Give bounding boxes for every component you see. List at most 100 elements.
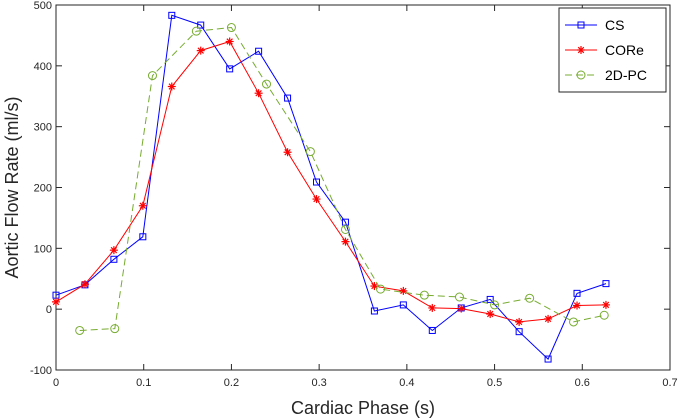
y-tick-label: 500 [34, 0, 52, 12]
series-line [79, 26, 605, 331]
data-point [599, 310, 609, 320]
x-axis-label: Cardiac Phase (s) [291, 398, 435, 418]
data-point [486, 310, 495, 319]
x-tick-label: 0.2 [224, 377, 239, 389]
data-point [52, 297, 60, 306]
marker-stroke [81, 281, 89, 288]
data-point [577, 21, 585, 29]
marker-stroke [429, 304, 436, 312]
axes: 0 0.1 0.2 0.3 0.4 0.5 0.6 0.7-10001002003004005… [30, 0, 678, 389]
data-point [225, 37, 234, 46]
data-point [75, 325, 85, 335]
data-point [283, 148, 292, 157]
y-axis-label: Aortic Flow Rate (ml/s) [2, 96, 22, 278]
data-point [602, 280, 610, 288]
marker-stroke [284, 148, 291, 156]
data-point [577, 46, 585, 54]
marker-stroke [52, 298, 60, 306]
series-line [55, 14, 607, 360]
marker-stroke [342, 238, 349, 245]
marker-stroke [139, 202, 147, 209]
data-point [255, 47, 263, 55]
data-point [191, 26, 201, 36]
y-tick-label: -100 [30, 365, 52, 377]
x-tick-label: 0.7 [662, 377, 677, 389]
data-point [254, 89, 263, 98]
legend-item: CORe [565, 42, 644, 58]
data-point [167, 82, 176, 91]
data-point [340, 224, 350, 234]
data-point [569, 317, 579, 327]
marker-stroke [515, 318, 523, 326]
marker-stroke [371, 282, 378, 290]
data-point [110, 255, 118, 263]
data-point [284, 94, 292, 102]
x-tick-label: 0.6 [575, 377, 590, 389]
data-point [576, 70, 586, 80]
x-tick-label: 0 [53, 377, 59, 389]
data-point [515, 317, 524, 326]
data-point [419, 290, 429, 300]
data-point [341, 237, 350, 246]
y-tick-label: 100 [34, 243, 52, 255]
data-point [457, 304, 466, 313]
data-point [515, 328, 523, 336]
marker-stroke [168, 83, 176, 90]
marker-stroke [313, 195, 320, 203]
legend-label: CORe [605, 42, 644, 58]
data-point [601, 300, 610, 309]
legend-label: CS [605, 17, 624, 33]
data-point [226, 23, 236, 33]
marker-stroke [226, 38, 233, 45]
marker-stroke [110, 246, 118, 254]
data-point [486, 295, 494, 303]
marker-stroke [255, 89, 262, 97]
x-tick-label: 0.4 [399, 377, 414, 389]
data-point [454, 292, 464, 302]
y-tick-label: 300 [34, 122, 52, 134]
series-2d-pc [75, 23, 609, 335]
data-point [376, 284, 386, 294]
data-point [573, 289, 581, 297]
data-point [428, 326, 436, 334]
legend-item: CS [565, 17, 624, 33]
series-core [52, 37, 610, 326]
data-point [138, 201, 147, 210]
data-point [139, 233, 147, 241]
data-point [399, 301, 407, 309]
data-point [313, 178, 321, 186]
data-point [262, 79, 272, 89]
data-point [226, 65, 234, 73]
data-point [428, 303, 437, 312]
marker-stroke [602, 301, 610, 309]
x-tick-label: 0.3 [311, 377, 326, 389]
y-tick-label: 0 [46, 304, 52, 316]
data-point [196, 46, 205, 55]
data-point [147, 71, 157, 81]
marker-stroke [197, 47, 204, 54]
x-tick-label: 0.5 [487, 377, 502, 389]
data-point [370, 282, 379, 291]
data-point [110, 324, 120, 334]
data-point [109, 246, 118, 255]
data-point [573, 301, 582, 310]
data-point [544, 314, 553, 323]
data-point [168, 11, 176, 19]
data-point [490, 300, 500, 310]
series-layer [52, 11, 610, 363]
x-tick-label: 0.1 [136, 377, 151, 389]
legend-item: 2D-PC [565, 67, 647, 83]
marker-stroke [486, 310, 494, 318]
series-cs [52, 11, 610, 363]
y-tick-label: 200 [34, 183, 52, 195]
marker-stroke [400, 287, 407, 295]
data-point [197, 21, 205, 29]
marker-stroke [573, 302, 581, 309]
data-point [544, 355, 552, 363]
legend-label: 2D-PC [605, 67, 647, 83]
marker-stroke [577, 46, 585, 54]
data-point [312, 195, 321, 204]
marker-stroke [458, 305, 465, 312]
marker-stroke [544, 315, 552, 323]
